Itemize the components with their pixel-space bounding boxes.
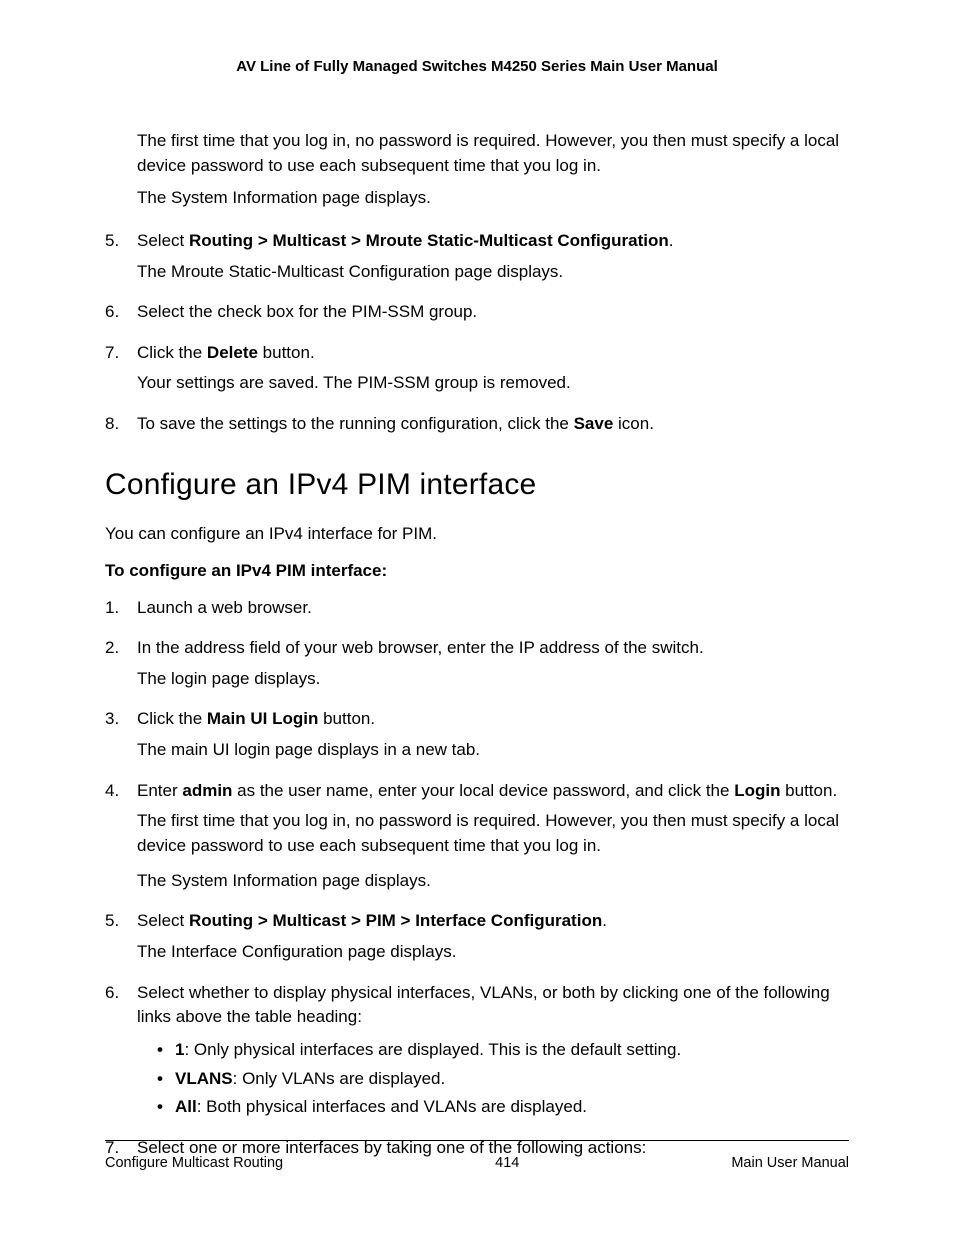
step-5-bold: Routing > Multicast > Mroute Static-Mult… [189,231,669,250]
proc-step-5: Select Routing > Multicast > PIM > Inter… [105,909,849,964]
step-5: Select Routing > Multicast > Mroute Stat… [105,229,849,284]
proc-step-4-suffix: button. [780,781,837,800]
bullet-1-rest: : Only physical interfaces are displayed… [184,1040,681,1059]
intro-paragraph-1: The first time that you log in, no passw… [137,129,849,178]
proc-step-1-text: Launch a web browser. [137,598,312,617]
proc-step-4-sub1: The first time that you log in, no passw… [137,809,849,858]
bullet-1: 1: Only physical interfaces are displaye… [157,1038,849,1063]
footer-page-number: 414 [495,1155,519,1171]
step-8-suffix: icon. [613,414,654,433]
step-7-suffix: button. [258,343,315,362]
proc-step-3-suffix: button. [318,709,375,728]
step-8: To save the settings to the running conf… [105,412,849,437]
proc-step-4-bold1: admin [182,781,232,800]
bullet-2-bold: VLANS [175,1069,233,1088]
proc-step-4-prefix: Enter [137,781,182,800]
footer-rule [105,1140,849,1141]
section-subhead: To configure an IPv4 PIM interface: [105,559,849,584]
proc-step-4-bold2: Login [734,781,780,800]
bullet-3-bold: All [175,1097,197,1116]
proc-step-6-bullets: 1: Only physical interfaces are displaye… [137,1038,849,1120]
step-5-prefix: Select [137,231,189,250]
ordered-list-procedure: Launch a web browser. In the address fie… [105,596,849,1161]
step-8-prefix: To save the settings to the running conf… [137,414,574,433]
step-7: Click the Delete button. Your settings a… [105,341,849,396]
ordered-list-continued: Select Routing > Multicast > Mroute Stat… [105,229,849,437]
proc-step-5-sub: The Interface Configuration page display… [137,940,849,965]
proc-step-5-bold: Routing > Multicast > PIM > Interface Co… [189,911,602,930]
section-heading: Configure an IPv4 PIM interface [105,463,849,507]
proc-step-3-sub: The main UI login page displays in a new… [137,738,849,763]
intro-paragraph-2: The System Information page displays. [137,186,849,211]
proc-step-4-sub2: The System Information page displays. [137,869,849,894]
proc-step-4-mid: as the user name, enter your local devic… [232,781,734,800]
proc-step-2-text: In the address field of your web browser… [137,638,704,657]
proc-step-1: Launch a web browser. [105,596,849,621]
bullet-2-rest: : Only VLANs are displayed. [233,1069,446,1088]
footer-row: Configure Multicast Routing 414 Main Use… [105,1155,849,1171]
page-footer: Configure Multicast Routing 414 Main Use… [105,1140,849,1171]
proc-step-5-suffix: . [602,911,607,930]
proc-step-5-prefix: Select [137,911,189,930]
step-7-prefix: Click the [137,343,207,362]
bullet-3-rest: : Both physical interfaces and VLANs are… [197,1097,587,1116]
step-7-sub: Your settings are saved. The PIM-SSM gro… [137,371,849,396]
proc-step-3: Click the Main UI Login button. The main… [105,707,849,762]
page-header: AV Line of Fully Managed Switches M4250 … [105,58,849,75]
proc-step-2-sub: The login page displays. [137,667,849,692]
step-6-text: Select the check box for the PIM-SSM gro… [137,302,477,321]
bullet-2: VLANS: Only VLANs are displayed. [157,1067,849,1092]
footer-right: Main User Manual [731,1155,849,1171]
proc-step-6: Select whether to display physical inter… [105,981,849,1120]
intro-block: The first time that you log in, no passw… [105,129,849,211]
step-7-bold: Delete [207,343,258,362]
step-8-bold: Save [574,414,614,433]
bullet-3: All: Both physical interfaces and VLANs … [157,1095,849,1120]
proc-step-6-text: Select whether to display physical inter… [137,983,830,1027]
proc-step-3-prefix: Click the [137,709,207,728]
section-intro: You can configure an IPv4 interface for … [105,522,849,547]
page-body: The first time that you log in, no passw… [105,129,849,1160]
step-6: Select the check box for the PIM-SSM gro… [105,300,849,325]
step-5-suffix: . [669,231,674,250]
proc-step-2: In the address field of your web browser… [105,636,849,691]
step-5-sub: The Mroute Static-Multicast Configuratio… [137,260,849,285]
proc-step-4: Enter admin as the user name, enter your… [105,779,849,894]
proc-step-3-bold: Main UI Login [207,709,318,728]
footer-left: Configure Multicast Routing [105,1155,283,1171]
